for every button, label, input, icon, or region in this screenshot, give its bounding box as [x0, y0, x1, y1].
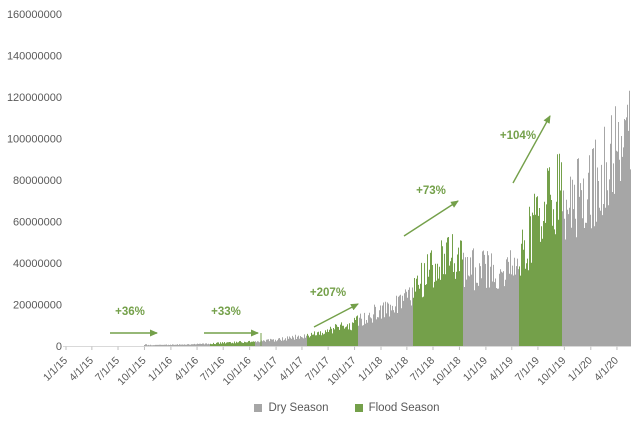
x-axis-tick-label: 10/1/17 — [325, 355, 358, 388]
x-axis-tick-label: 4/1/20 — [592, 355, 621, 384]
chart-legend: Dry Season Flood Season — [66, 399, 628, 417]
x-axis-tick-label: 1/1/15 — [41, 355, 70, 384]
y-axis-tick-label: 100000000 — [7, 134, 62, 146]
x-axis-tick-label: 1/1/17 — [251, 355, 280, 384]
legend-label-flood-season: Flood Season — [368, 402, 440, 414]
growth-annotation-label: +207% — [310, 287, 346, 299]
x-axis-tick-label: 4/1/18 — [382, 355, 411, 384]
x-axis-tick-label: 4/1/17 — [277, 355, 306, 384]
legend-item-dry-season: Dry Season — [254, 402, 329, 414]
y-axis-tick-label: 120000000 — [7, 92, 62, 104]
y-axis-tick-label: 80000000 — [13, 175, 62, 187]
x-axis-tick-label: 1/1/20 — [566, 355, 595, 384]
growth-annotation-label: +73% — [416, 185, 446, 197]
legend-label-dry-season: Dry Season — [268, 402, 329, 414]
x-axis-tick-label: 1/1/19 — [461, 355, 490, 384]
y-axis-tick-label: 160000000 — [7, 9, 62, 21]
growth-annotation-label: +104% — [500, 130, 536, 142]
x-axis-tick-label: 1/1/18 — [356, 355, 385, 384]
growth-arrow — [512, 115, 551, 184]
x-axis-tick-label: 4/1/19 — [487, 355, 516, 384]
y-axis-tick-label: 140000000 — [7, 51, 62, 63]
dry-season-bars — [144, 90, 631, 346]
flood-season-bars — [210, 153, 562, 346]
y-axis-tick-label: 40000000 — [13, 258, 62, 270]
x-axis-tick-label: 10/1/19 — [535, 355, 568, 388]
flood-season-swatch-icon — [354, 404, 363, 412]
y-axis-tick-label: 0 — [56, 341, 62, 353]
x-axis-tick-label: 4/1/15 — [67, 355, 96, 384]
x-axis-tick-label: 10/1/15 — [115, 355, 148, 388]
legend-item-flood-season: Flood Season — [354, 402, 440, 414]
growth-arrow — [403, 200, 459, 237]
growth-arrow — [313, 303, 359, 328]
x-axis-tick-label: 1/1/16 — [146, 355, 175, 384]
dry-season-swatch-icon — [254, 404, 263, 412]
y-axis-tick-label: 60000000 — [13, 217, 62, 229]
y-axis-tick-label: 20000000 — [13, 300, 62, 312]
x-axis-tick-label: 4/1/16 — [172, 355, 201, 384]
growth-annotation-label: +36% — [115, 306, 145, 318]
growth-annotation-label: +33% — [211, 306, 241, 318]
x-axis-tick-label: 10/1/16 — [221, 355, 254, 388]
x-axis-tick-label: 10/1/18 — [430, 355, 463, 388]
